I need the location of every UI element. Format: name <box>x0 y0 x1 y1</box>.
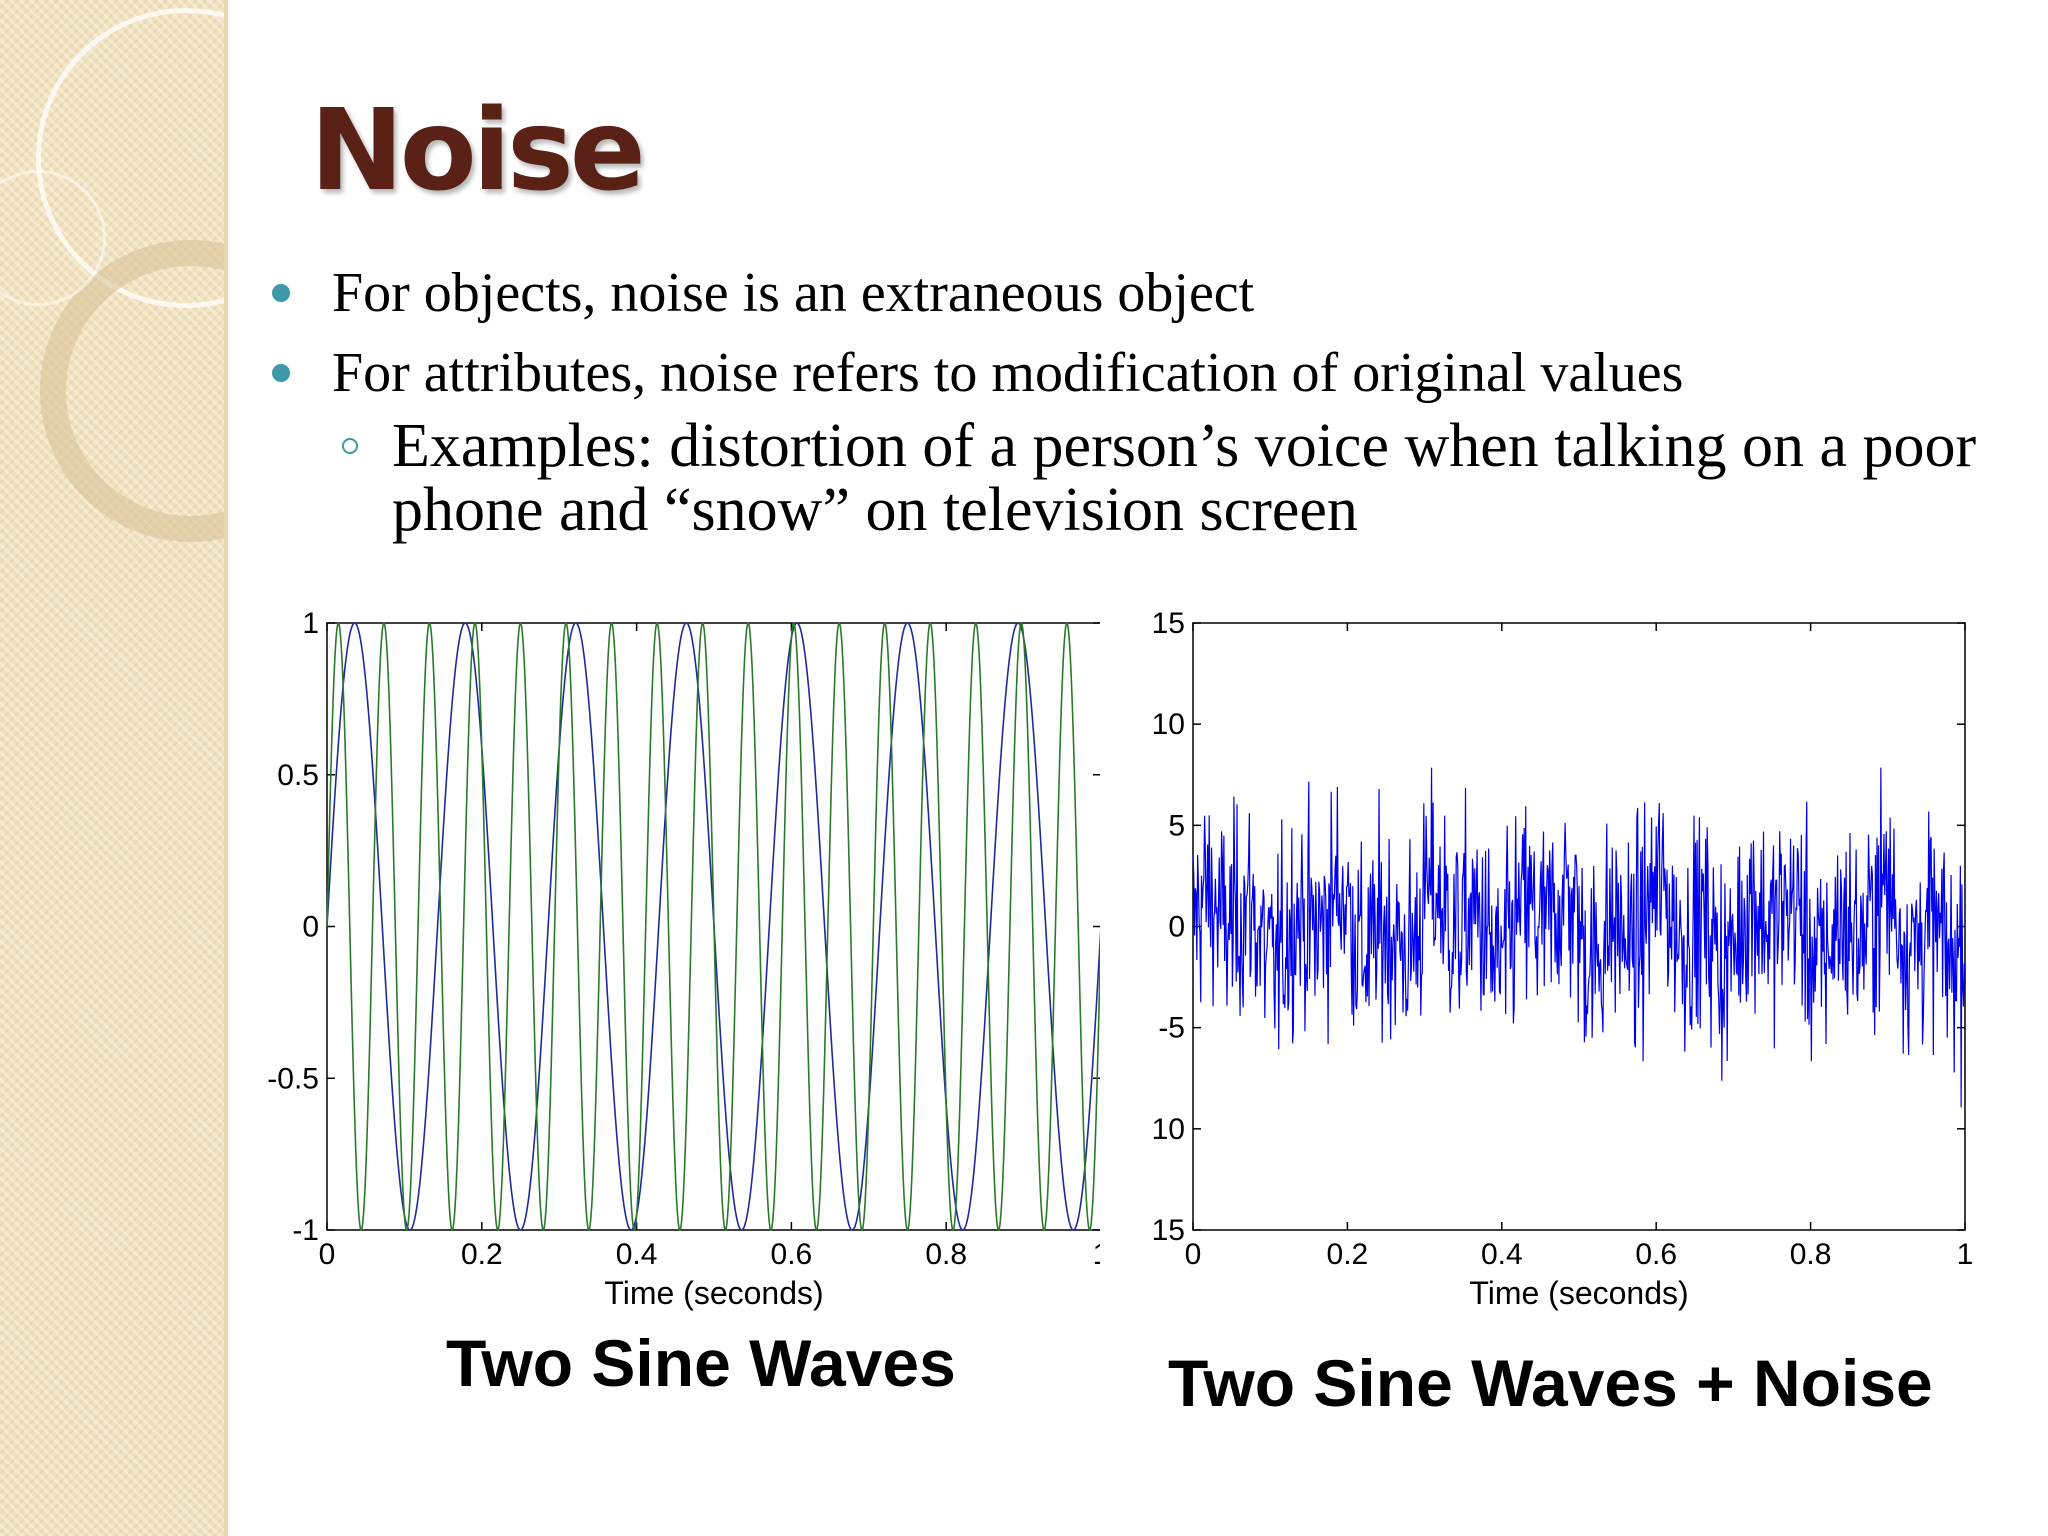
x-tick-label: 0 <box>1185 1238 1202 1271</box>
y-tick-label: 15 <box>1152 1214 1185 1247</box>
sidebar-divider <box>224 0 228 1536</box>
x-tick-label: 1 <box>1957 1238 1974 1271</box>
bullet-text: For attributes, noise refers to modifica… <box>332 342 1684 404</box>
slide-title: Noise <box>310 86 646 216</box>
sub-bullet-text: Examples: distortion of a person’s voice… <box>392 412 1977 544</box>
y-tick-label: -1 <box>292 1214 319 1247</box>
sub-bullet-circle-icon <box>342 438 358 454</box>
x-tick-label: 0.6 <box>1635 1238 1677 1271</box>
bullet-text: For objects, noise is an extraneous obje… <box>332 262 1255 324</box>
chart-two-sine-waves-noise: 0 0.2 0.4 0.6 0.8 1 15 10 5 0 -5 10 15 Time (seconds) <box>1152 607 1974 1311</box>
y-tick-label: 0.5 <box>277 759 319 792</box>
y-tick-label: 15 <box>1152 607 1185 640</box>
x-axis-label: Time (seconds) <box>1469 1275 1688 1311</box>
bullet-item: For objects, noise is an extraneous obje… <box>272 254 1255 332</box>
x-axis-label: Time (seconds) <box>604 1275 823 1311</box>
x-tick-label: 0.4 <box>616 1238 658 1271</box>
y-tick-label: -5 <box>1158 1012 1185 1045</box>
chart-two-sine-waves: 0 0.2 0.4 0.6 0.8 1 1 0.5 0 -0.5 -1 Time (seconds) <box>267 607 1100 1311</box>
x-tick-label: 0.4 <box>1481 1238 1523 1271</box>
x-tick-label: 0.8 <box>1790 1238 1832 1271</box>
y-tick-label: 0 <box>302 911 319 944</box>
y-tick-label: 10 <box>1152 1113 1185 1146</box>
y-tick-label: 1 <box>302 607 319 640</box>
x-tick-label: 0 <box>319 1238 336 1271</box>
noisy-signal-series <box>1192 767 1966 1108</box>
chart-caption-two-sine-waves: Two Sine Waves <box>446 1326 956 1400</box>
bullet-dot-icon <box>272 364 290 382</box>
sub-bullet-item: Examples: distortion of a person’s voice… <box>342 412 2012 544</box>
y-tick-label: 10 <box>1152 708 1185 741</box>
y-tick-label: -0.5 <box>267 1062 319 1095</box>
y-tick-label: 0 <box>1168 911 1185 944</box>
x-tick-label: 0.2 <box>1327 1238 1369 1271</box>
x-tick-label: 0.8 <box>925 1238 967 1271</box>
x-tick-label: 0.6 <box>771 1238 813 1271</box>
sine-wave-series-2 <box>326 621 1100 1232</box>
bullet-dot-icon <box>272 284 290 302</box>
x-tick-label: 0.2 <box>461 1238 503 1271</box>
y-tick-label: 5 <box>1168 809 1185 842</box>
bullet-item: For attributes, noise refers to modifica… <box>272 334 1684 412</box>
decorative-sidebar <box>0 0 226 1536</box>
chart-caption-two-sine-waves-noise: Two Sine Waves + Noise <box>1168 1346 1933 1420</box>
x-tick-label: 1 <box>1093 1238 1100 1271</box>
